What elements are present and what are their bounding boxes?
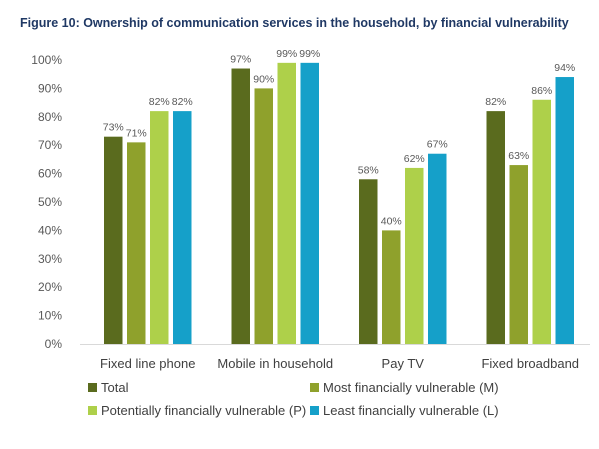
y-tick-label: 70% bbox=[38, 138, 62, 152]
bar bbox=[509, 165, 528, 344]
data-label: 99% bbox=[299, 48, 320, 60]
y-tick-label: 40% bbox=[38, 223, 62, 237]
y-tick-label: 0% bbox=[45, 337, 63, 351]
data-label: 99% bbox=[276, 48, 297, 60]
data-label: 63% bbox=[508, 150, 529, 162]
bar bbox=[382, 230, 401, 344]
x-tick-label: Mobile in household bbox=[217, 356, 333, 371]
data-label: 58% bbox=[358, 164, 379, 176]
y-tick-label: 10% bbox=[38, 309, 62, 323]
y-tick-label: 30% bbox=[38, 252, 62, 266]
bar bbox=[405, 167, 424, 344]
bar bbox=[300, 62, 319, 345]
data-label: 67% bbox=[427, 139, 448, 151]
data-label: 71% bbox=[126, 127, 147, 139]
y-tick-label: 80% bbox=[38, 110, 62, 124]
data-labels: 73% 71%82% 82%97%90%99% 99%58%40%62%67%82%6… bbox=[103, 48, 576, 228]
chart-title: Figure 10: Ownership of communication se… bbox=[20, 16, 569, 30]
data-label: 86% bbox=[531, 85, 552, 97]
legend-swatch bbox=[310, 406, 319, 415]
x-axis: Fixed line phone Mobile in household Pay T… bbox=[80, 344, 590, 371]
y-tick-label: 20% bbox=[38, 280, 62, 294]
legend-swatch bbox=[310, 383, 319, 392]
data-label: 90% bbox=[253, 73, 274, 85]
bar bbox=[428, 153, 447, 344]
bar bbox=[150, 111, 169, 345]
bar bbox=[486, 111, 505, 345]
bar bbox=[254, 88, 273, 345]
legend-label: Most financially vulnerable (M) bbox=[323, 380, 499, 395]
data-label: 40% bbox=[381, 215, 402, 227]
data-label: 62% bbox=[404, 153, 425, 165]
y-tick-label: 50% bbox=[38, 195, 62, 209]
legend-label: Potentially financially vulnerable (P) bbox=[101, 403, 306, 418]
bars bbox=[104, 62, 574, 345]
bar bbox=[231, 68, 250, 345]
x-tick-label: Pay TV bbox=[382, 356, 425, 371]
data-label: 94% bbox=[554, 62, 575, 74]
bar bbox=[173, 111, 192, 345]
y-axis: 0% 10% 20% 30% 40% 50% 60% 70% 80% 90% 100% bbox=[31, 53, 62, 351]
y-tick-label: 90% bbox=[38, 81, 62, 95]
data-label: 73% bbox=[103, 122, 124, 134]
y-tick-label: 60% bbox=[38, 167, 62, 181]
legend: Total Most financially vulnerable (M) Pote… bbox=[88, 380, 499, 418]
bar bbox=[532, 99, 551, 344]
data-label: 82% bbox=[172, 96, 193, 108]
bar bbox=[104, 136, 123, 344]
data-label: 82% bbox=[485, 96, 506, 108]
legend-swatch bbox=[88, 383, 97, 392]
bar bbox=[127, 142, 146, 344]
legend-label: Total bbox=[101, 380, 129, 395]
data-label: 97% bbox=[230, 54, 251, 66]
legend-swatch bbox=[88, 406, 97, 415]
data-label: 82% bbox=[149, 96, 170, 108]
y-tick-label: 100% bbox=[31, 53, 62, 67]
x-tick-label: Fixed broadband bbox=[481, 356, 579, 371]
bar bbox=[359, 179, 378, 344]
bar bbox=[277, 62, 296, 345]
legend-label: Least financially vulnerable (L) bbox=[323, 403, 499, 418]
x-tick-label: Fixed line phone bbox=[100, 356, 195, 371]
bar bbox=[555, 77, 574, 344]
